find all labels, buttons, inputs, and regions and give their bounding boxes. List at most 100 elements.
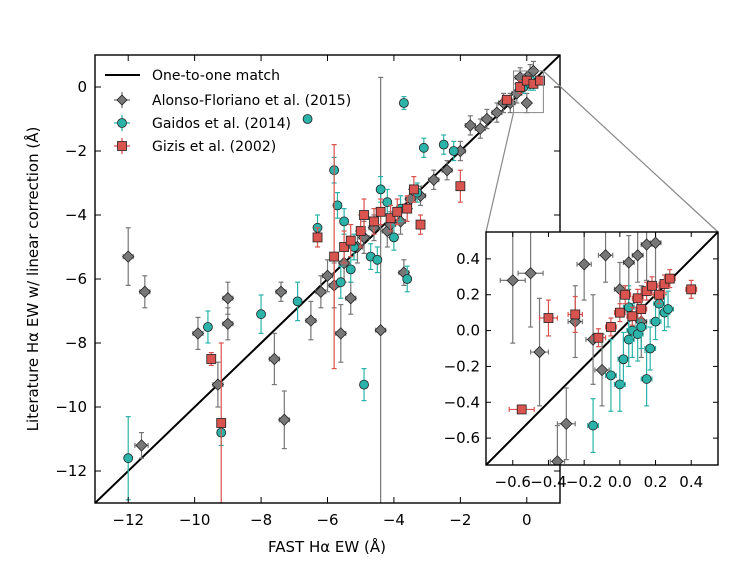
gizis-point — [369, 208, 379, 235]
gaidos-marker — [335, 277, 346, 288]
inset-alonso-point — [549, 424, 566, 465]
inset-gizis-marker — [664, 273, 675, 284]
gizis-marker — [206, 354, 217, 364]
main-axes: −12 −10 −8 −6 −4 −2 0 −12 −10 −8 −6 −4 −2 0 FAST Hα … — [23, 54, 561, 556]
alonso-marker — [274, 285, 288, 298]
inset-gizis-point — [635, 299, 648, 319]
gaidos-marker — [389, 232, 399, 243]
inset-alonso-point — [631, 232, 644, 283]
alonso-marker — [520, 96, 533, 110]
inset-data-layer — [499, 232, 698, 465]
inset-y-tick-label: 0.2 — [456, 286, 480, 304]
inset-gizis-marker — [606, 322, 616, 332]
x-tick-label: −4 — [383, 511, 405, 529]
alonso-point — [334, 304, 347, 363]
alonso-marker — [221, 292, 235, 305]
alonso-marker — [268, 352, 281, 366]
gizis-point — [402, 195, 413, 222]
gaidos-marker — [448, 146, 459, 156]
inset-gaidos-marker — [623, 334, 634, 345]
gizis-marker — [329, 251, 340, 262]
x-tick-label: −10 — [179, 511, 211, 529]
alonso-point — [440, 160, 454, 181]
gaidos-marker — [302, 114, 313, 124]
inset-alonso-marker — [649, 236, 662, 249]
inset-gizis-point — [604, 317, 617, 337]
x-tick-label: −12 — [112, 511, 144, 529]
inset-alonso-point — [517, 232, 544, 328]
inset-gizis-marker — [654, 289, 665, 300]
alonso-marker — [314, 285, 328, 298]
inset-gaidos-point — [587, 398, 600, 454]
inset-alonso-marker — [631, 249, 644, 262]
y-tick-label: −8 — [65, 334, 87, 352]
inset-alonso-marker — [533, 345, 546, 359]
inset-x-ticks: −0.6 −0.4 −0.2 0.0 0.2 0.4 — [495, 232, 703, 491]
alonso-marker — [427, 173, 440, 186]
alonso-point — [268, 332, 281, 386]
inset-alonso-marker — [524, 267, 537, 280]
gizis-marker — [375, 206, 386, 217]
alonso-marker — [278, 413, 291, 426]
legend: One-to-one match Alonso-Floriano et al. … — [105, 68, 351, 155]
alonso-marker — [221, 317, 235, 330]
inset-gizis-marker — [570, 309, 581, 320]
inset-gizis-point — [619, 285, 632, 305]
inset-gaidos-marker — [588, 420, 598, 431]
gizis-marker — [535, 75, 545, 86]
alonso-point — [520, 92, 533, 114]
gaidos-point — [402, 265, 413, 293]
alonso-point — [134, 432, 149, 459]
inset-alonso-point — [649, 232, 662, 289]
gizis-point — [415, 214, 426, 235]
inset-gizis-marker — [593, 332, 604, 343]
zoom-region-box — [513, 70, 544, 114]
y-axis-title: Literature Hα EW w/ linear correction (Å… — [23, 127, 42, 432]
alonso-marker — [334, 327, 347, 340]
inset-alonso-point — [597, 232, 614, 283]
inset-gizis-point — [626, 306, 639, 326]
x-tick-label: 0 — [522, 511, 532, 529]
alonso-marker — [440, 164, 454, 177]
gizis-point — [359, 198, 369, 232]
inset-x-tick-label: −0.4 — [530, 473, 566, 491]
inset-alonso-marker — [599, 249, 612, 262]
legend-entry-reference: One-to-one match — [105, 68, 280, 84]
gaidos-marker — [123, 453, 134, 464]
gaidos-point — [332, 192, 343, 219]
gaidos-point — [372, 246, 383, 274]
gaidos-point — [359, 368, 369, 402]
legend-label-alonso: Alonso-Floriano et al. (2015) — [152, 93, 351, 109]
inset-gaidos-marker — [663, 304, 673, 314]
gizis-point — [375, 198, 386, 226]
gizis-marker — [408, 184, 419, 195]
main-data-layer — [122, 60, 545, 503]
gizis-marker — [339, 242, 350, 252]
gizis-marker — [501, 94, 512, 105]
inset-gizis-marker — [614, 307, 625, 318]
inset-alonso-marker — [577, 258, 591, 271]
gizis-point — [392, 198, 403, 226]
gaidos-marker — [398, 98, 409, 108]
alonso-point — [314, 275, 328, 309]
y-tick-label: −12 — [55, 462, 87, 480]
gaidos-marker — [382, 197, 393, 208]
alonso-marker — [344, 292, 357, 305]
legend-label-gizis: Gizis et al. (2002) — [152, 139, 276, 155]
inset-gizis-marker — [627, 311, 638, 322]
gizis-point — [339, 230, 350, 264]
legend-gizis-swatch-marker — [117, 141, 127, 151]
inset-y-tick-label: 0.0 — [456, 322, 480, 340]
alonso-point — [490, 102, 504, 123]
alonso-point — [138, 275, 152, 309]
inset-gizis-point — [663, 269, 676, 289]
legend-gaidos-swatch-marker — [117, 118, 127, 128]
inset-gizis-marker — [647, 280, 657, 291]
y-tick-label: −10 — [55, 398, 87, 416]
gaidos-marker — [292, 296, 303, 307]
gaidos-marker — [256, 309, 266, 320]
alonso-point — [427, 169, 440, 190]
inset-alonso-marker — [506, 274, 519, 287]
gaidos-point — [448, 140, 459, 162]
